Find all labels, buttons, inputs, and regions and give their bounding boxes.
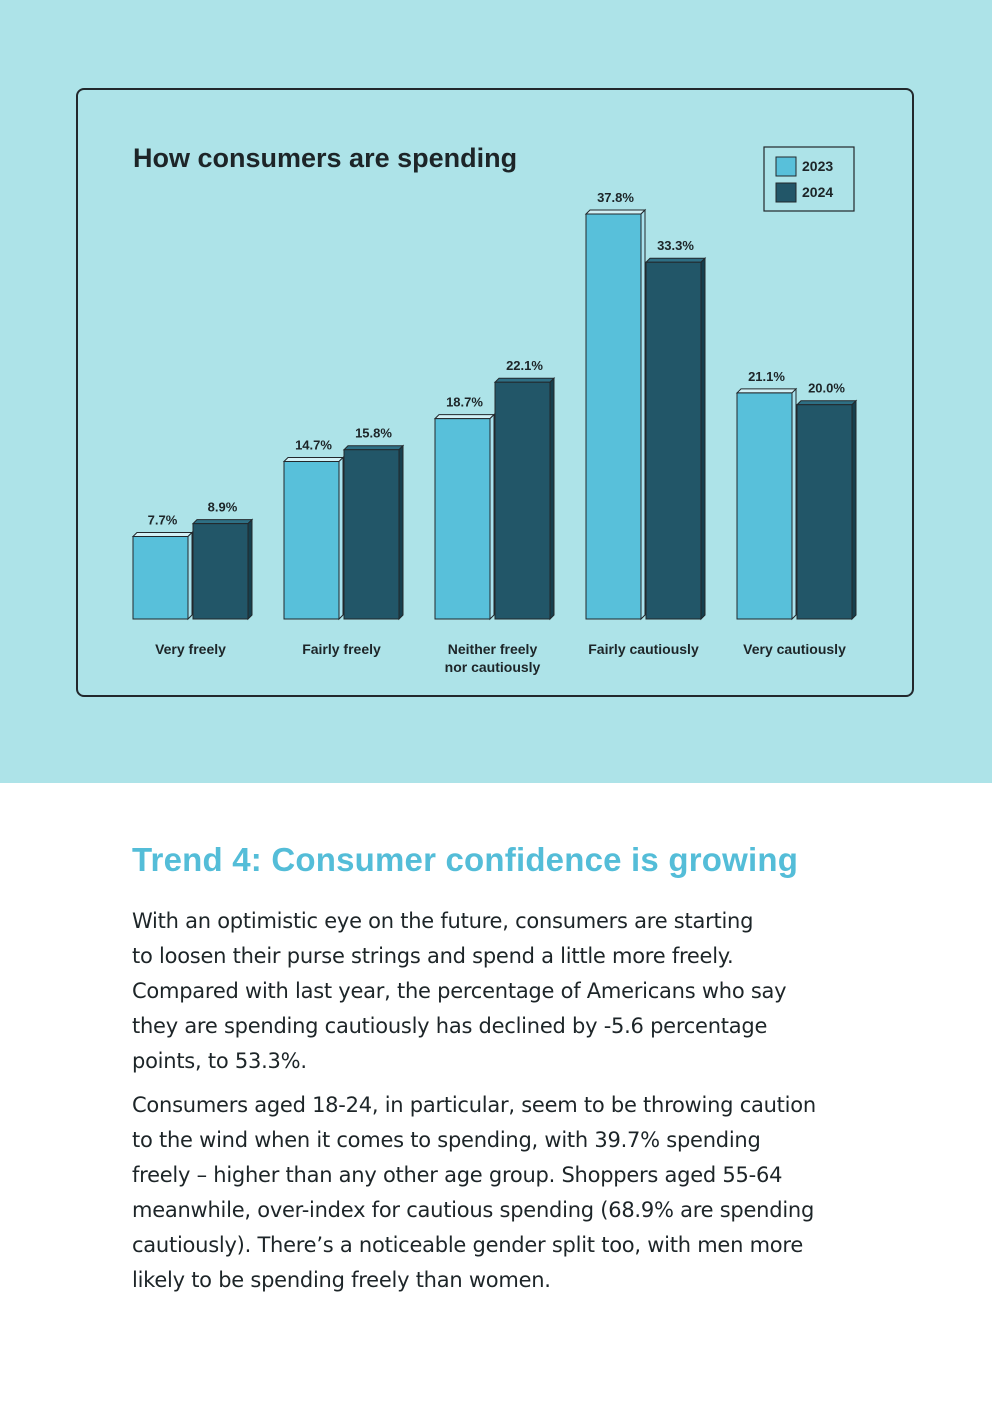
paragraph-line: likely to be spending freely than women. [132,1268,551,1292]
category-label-2: Neither freely [448,641,538,657]
value-label-2024-3: 33.3% [657,238,694,253]
chart-frame [76,88,914,697]
bars-group: 7.7% 8.9% 14.7% 15.8% 18.7% 22.1% 37.8% 33.3% 21… [131,190,858,621]
bar-2023-1 [283,461,340,620]
paragraph-line: to loosen their purse strings and spend … [132,944,734,968]
bar-2023-0 [132,536,189,620]
chart-legend: 2023 2024 [763,146,855,212]
bar-top-2023-3 [584,209,647,215]
bar-2023-3 [585,213,642,620]
bar-side-2024-0 [247,518,253,621]
section-heading: Trend 4: Consumer confidence is growing [132,841,799,878]
value-label-2023-0: 7.7% [148,513,178,528]
bar-top-2023-1 [282,457,345,462]
value-label-2024-1: 15.8% [355,426,392,441]
bar-side-2024-4 [851,399,857,621]
bar-top-2024-2 [493,377,556,383]
category-label-2: nor cautiously [445,659,541,675]
bar-side-2023-0 [187,531,193,621]
bar-top-2024-1 [342,445,405,451]
value-label-2024-0: 8.9% [208,500,238,515]
paragraph-line: Consumers aged 18-24, in particular, see… [132,1093,816,1117]
bar-2024-2 [494,381,551,620]
bar-side-2023-1 [338,456,344,621]
value-label-2023-3: 37.8% [597,190,634,205]
bar-top-2023-0 [131,532,194,537]
legend-label-2024: 2024 [802,184,833,200]
bar-2024-0 [192,523,249,620]
paragraph-line: With an optimistic eye on the future, co… [132,909,754,933]
paragraph-line: freely – higher than any other age group… [132,1163,783,1187]
bar-2023-4 [736,392,793,620]
category-labels: Very freely Fairly freely Neither freely no… [155,641,846,675]
value-label-2023-1: 14.7% [295,438,332,453]
value-label-2024-2: 22.1% [506,358,543,373]
bar-top-2024-3 [644,257,707,263]
category-label-3: Fairly cautiously [588,641,699,657]
bar-side-2024-1 [398,444,404,621]
bar-side-2024-2 [549,377,555,621]
bar-side-2023-4 [791,387,797,621]
legend-swatch-2023 [775,156,797,177]
paragraph-line: Compared with last year, the percentage … [132,979,787,1003]
paragraph-line: meanwhile, over-index for cautious spend… [132,1198,815,1222]
bar-2024-4 [796,404,853,620]
bar-side-2024-3 [700,257,706,621]
legend-label-2023: 2023 [802,158,833,174]
category-label-4: Very cautiously [743,641,846,657]
legend-swatch-2024 [775,182,797,203]
paragraph-line: they are spending cautiously has decline… [132,1014,768,1038]
paragraph-line: points, to 53.3%. [132,1049,307,1073]
chart-title: How consumers are spending [133,143,517,173]
paragraph-line: to the wind when it comes to spending, w… [132,1128,761,1152]
paragraph-1: With an optimistic eye on the future, co… [132,904,872,1079]
category-label-1: Fairly freely [302,641,381,657]
bar-top-2023-4 [735,388,798,394]
category-label-0: Very freely [155,641,226,657]
bar-2024-1 [343,449,400,620]
value-label-2024-4: 20.0% [808,381,845,396]
article: Trend 4: Consumer confidence is growing … [132,838,872,1307]
bar-side-2023-2 [489,413,495,621]
bar-2024-3 [645,261,702,620]
bar-side-2023-3 [640,208,646,621]
value-label-2023-4: 21.1% [748,369,785,384]
bar-2023-2 [434,418,491,620]
paragraph-2: Consumers aged 18-24, in particular, see… [132,1088,872,1298]
bar-chart: How consumers are spending 2023 2024 7.7… [131,143,858,675]
paragraph-line: cautiously). There’s a noticeable gender… [132,1233,803,1257]
value-label-2023-2: 18.7% [446,395,483,410]
legend-box [763,146,855,212]
bar-top-2024-4 [795,400,858,406]
bar-top-2023-2 [433,414,496,420]
bar-top-2024-0 [191,519,254,525]
